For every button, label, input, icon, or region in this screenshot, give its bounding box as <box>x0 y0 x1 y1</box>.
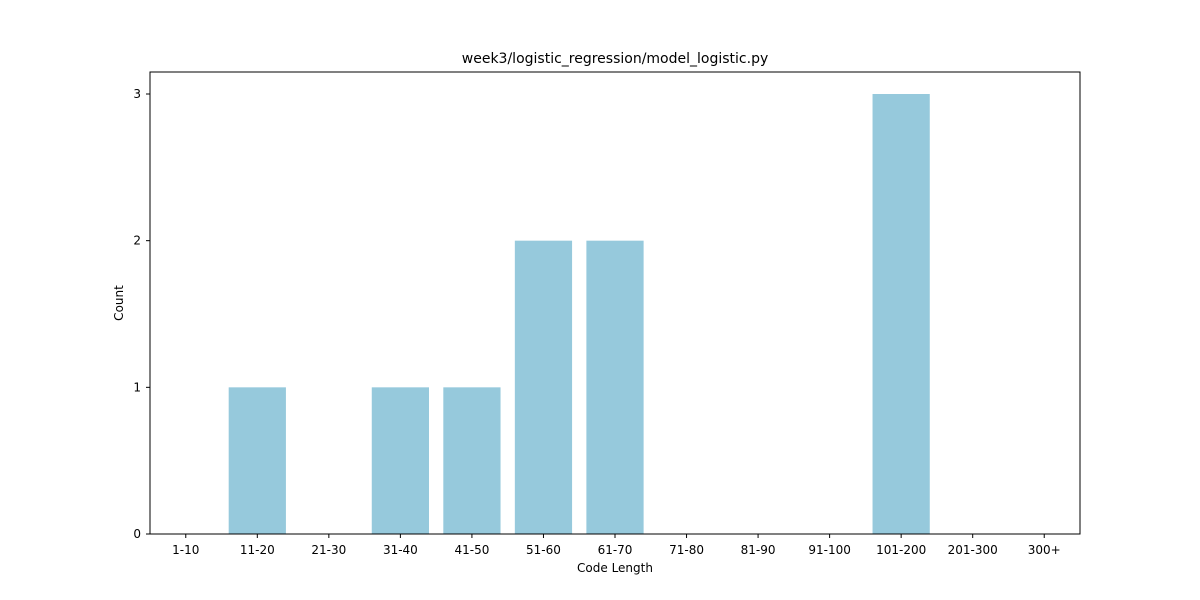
y-axis-ticks: 0 1 2 3 <box>133 87 150 541</box>
x-tick-label: 51-60 <box>526 543 561 557</box>
chart-title: week3/logistic_regression/model_logistic… <box>462 51 768 67</box>
x-tick-label: 101-200 <box>876 543 926 557</box>
x-tick-label: 1-10 <box>172 543 199 557</box>
y-tick-label: 0 <box>133 527 141 541</box>
x-tick-label: 61-70 <box>598 543 633 557</box>
x-tick-label: 91-100 <box>808 543 851 557</box>
x-tick-label: 81-90 <box>741 543 776 557</box>
y-axis-label: Count <box>112 285 126 321</box>
y-tick-label: 2 <box>133 234 141 248</box>
y-tick-label: 1 <box>133 380 141 394</box>
x-tick-label: 11-20 <box>240 543 275 557</box>
x-tick-label: 41-50 <box>454 543 489 557</box>
x-tick-label: 31-40 <box>383 543 418 557</box>
bar-11-20 <box>228 387 286 534</box>
plot-area-frame <box>149 71 1081 535</box>
bars <box>228 94 930 534</box>
bar-51-60 <box>514 240 573 534</box>
bar-61-70 <box>586 240 644 534</box>
bar-41-50 <box>443 387 501 534</box>
x-tick-label: 21-30 <box>311 543 346 557</box>
x-tick-label: 201-300 <box>948 543 998 557</box>
x-tick-label: 71-80 <box>669 543 704 557</box>
bar-101-200 <box>872 94 930 534</box>
x-tick-label: 300+ <box>1028 543 1061 557</box>
x-axis-label: Code Length <box>577 561 653 575</box>
x-axis-ticks: 1-10 11-20 21-30 31-40 41-50 51-60 61-70 71-80 8… <box>172 534 1061 557</box>
y-tick-label: 3 <box>133 87 141 101</box>
bar-31-40 <box>371 387 429 534</box>
